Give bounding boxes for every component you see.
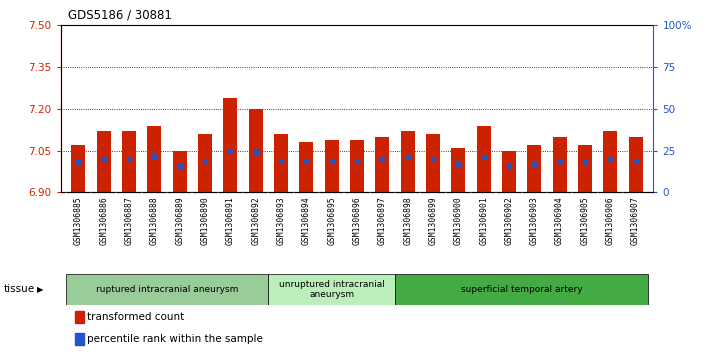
Bar <box>528 145 541 192</box>
Bar <box>75 333 84 345</box>
Text: superficial temporal artery: superficial temporal artery <box>461 285 583 294</box>
Text: GSM1306906: GSM1306906 <box>605 196 615 245</box>
Bar <box>173 151 186 192</box>
Bar <box>553 137 567 192</box>
Bar <box>66 274 268 305</box>
Text: GSM1306907: GSM1306907 <box>631 196 640 245</box>
Bar <box>477 126 491 192</box>
Text: GSM1306898: GSM1306898 <box>403 196 412 245</box>
Text: ruptured intracranial aneurysm: ruptured intracranial aneurysm <box>96 285 238 294</box>
Bar <box>628 137 643 192</box>
Bar <box>274 134 288 192</box>
Bar <box>71 145 86 192</box>
Bar <box>451 148 466 192</box>
Bar <box>603 131 617 192</box>
Bar <box>426 134 440 192</box>
Text: unruptured intracranial
aneurysm: unruptured intracranial aneurysm <box>278 280 385 299</box>
Bar <box>395 274 648 305</box>
Bar <box>97 131 111 192</box>
Text: GSM1306903: GSM1306903 <box>530 196 539 245</box>
Text: GSM1306892: GSM1306892 <box>251 196 260 245</box>
Text: GSM1306899: GSM1306899 <box>428 196 438 245</box>
Bar <box>223 98 237 192</box>
Text: GSM1306893: GSM1306893 <box>276 196 286 245</box>
Bar <box>122 131 136 192</box>
Text: GSM1306891: GSM1306891 <box>226 196 235 245</box>
Text: GSM1306894: GSM1306894 <box>302 196 311 245</box>
Text: GSM1306901: GSM1306901 <box>479 196 488 245</box>
Text: transformed count: transformed count <box>88 312 185 322</box>
Bar <box>147 126 161 192</box>
Bar <box>325 139 338 192</box>
Bar <box>502 151 516 192</box>
Text: GSM1306900: GSM1306900 <box>454 196 463 245</box>
Text: GSM1306886: GSM1306886 <box>99 196 109 245</box>
Text: GSM1306905: GSM1306905 <box>580 196 590 245</box>
Bar <box>75 311 84 323</box>
Bar <box>376 137 389 192</box>
Text: GSM1306902: GSM1306902 <box>505 196 513 245</box>
Text: GSM1306885: GSM1306885 <box>74 196 83 245</box>
Text: GSM1306888: GSM1306888 <box>150 196 159 245</box>
Bar <box>578 145 592 192</box>
Text: GSM1306904: GSM1306904 <box>555 196 564 245</box>
Bar <box>268 274 395 305</box>
Text: GSM1306895: GSM1306895 <box>327 196 336 245</box>
Bar <box>401 131 415 192</box>
Text: GSM1306890: GSM1306890 <box>201 196 209 245</box>
Text: GSM1306896: GSM1306896 <box>353 196 361 245</box>
Bar <box>248 109 263 192</box>
Text: GSM1306889: GSM1306889 <box>175 196 184 245</box>
Text: tissue: tissue <box>4 285 35 294</box>
Bar <box>350 139 364 192</box>
Text: GSM1306897: GSM1306897 <box>378 196 387 245</box>
Bar <box>299 142 313 192</box>
Text: ▶: ▶ <box>37 285 44 294</box>
Text: percentile rank within the sample: percentile rank within the sample <box>88 334 263 344</box>
Bar <box>198 134 212 192</box>
Text: GDS5186 / 30881: GDS5186 / 30881 <box>68 9 171 22</box>
Text: GSM1306887: GSM1306887 <box>124 196 134 245</box>
